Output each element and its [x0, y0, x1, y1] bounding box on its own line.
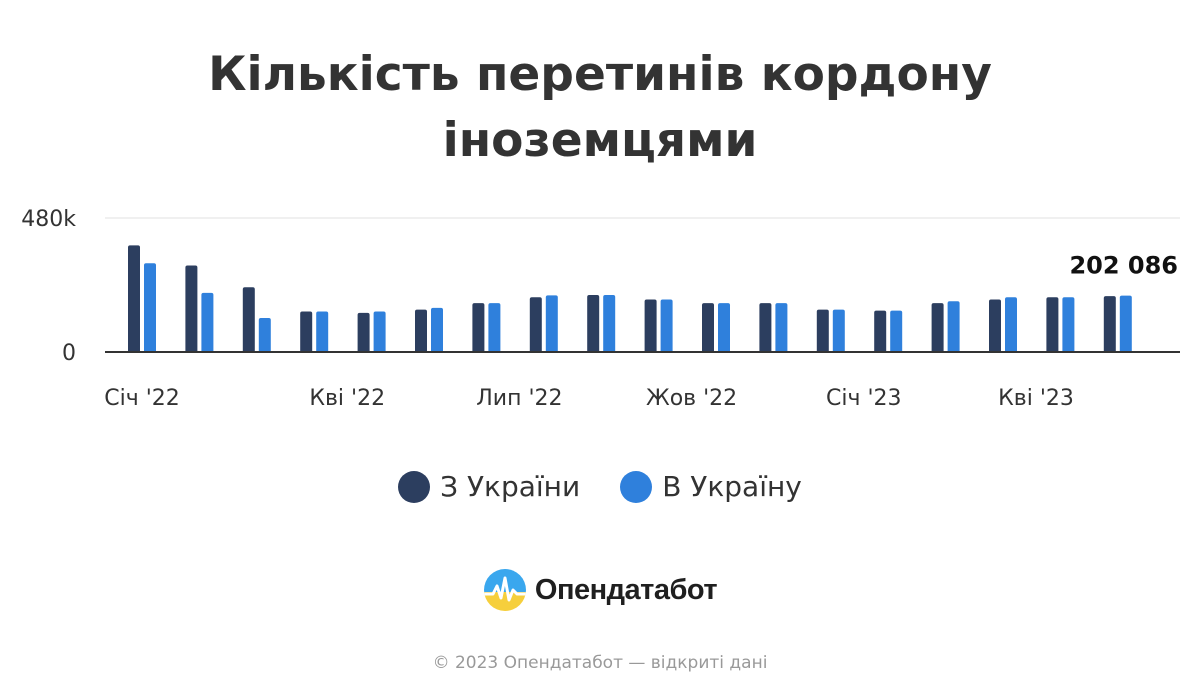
bar-to-ukraine — [890, 310, 903, 352]
data-label: 202 086 — [1069, 252, 1178, 280]
bar-from-ukraine — [185, 265, 198, 352]
legend-label-from-ukraine: З України — [440, 470, 581, 503]
bar-to-ukraine — [144, 263, 156, 352]
bar-from-ukraine — [874, 310, 887, 352]
bar-to-ukraine — [201, 292, 214, 352]
bar-from-ukraine — [242, 287, 255, 352]
bar-to-ukraine — [373, 311, 386, 352]
x-tick-label: Січ '22 — [104, 386, 180, 411]
x-tick-label: Січ '23 — [826, 386, 902, 411]
bar-to-ukraine — [775, 303, 788, 352]
x-tick-label: Лип '22 — [476, 386, 562, 411]
bar-from-ukraine — [759, 303, 772, 352]
opendatabot-logo-icon — [483, 569, 526, 611]
bar-from-ukraine — [415, 309, 427, 352]
bar-to-ukraine — [431, 307, 443, 352]
x-tick-label: Кві '23 — [998, 386, 1074, 411]
bar-from-ukraine — [128, 245, 140, 352]
x-tick-label: Жов '22 — [646, 386, 737, 411]
legend-swatch-to-ukraine — [620, 470, 653, 503]
bar-to-ukraine — [832, 309, 845, 352]
bar-to-ukraine — [603, 295, 616, 352]
bar-to-ukraine — [1005, 297, 1017, 352]
bar-from-ukraine — [989, 299, 1001, 352]
bar-chart: 0 480k Січ '22 Кві '22 Лип '22 Жов '22 Січ '23… — [21, 207, 1180, 411]
bar-to-ukraine — [947, 301, 960, 352]
bar-to-ukraine — [316, 311, 329, 352]
bar-to-ukraine — [1062, 297, 1075, 352]
bar-to-ukraine — [1119, 295, 1132, 352]
legend: З України В Україну — [0, 470, 1200, 503]
legend-item-to-ukraine[interactable]: В Україну — [620, 470, 802, 503]
bar-from-ukraine — [472, 303, 485, 352]
chart-title-line-1: Кількість перетинів кордону — [208, 47, 992, 102]
bar-from-ukraine — [1046, 297, 1059, 352]
bar-from-ukraine — [816, 309, 829, 352]
bar-to-ukraine — [718, 303, 730, 352]
bar-to-ukraine — [488, 303, 501, 352]
legend-item-from-ukraine[interactable]: З України — [398, 470, 580, 503]
bar-from-ukraine — [702, 303, 714, 352]
y-tick-label: 480k — [21, 207, 76, 232]
bar-from-ukraine — [300, 311, 313, 352]
bar-from-ukraine — [931, 303, 944, 352]
chart-title-line-2: іноземцями — [442, 113, 758, 168]
legend-swatch-from-ukraine — [398, 470, 431, 503]
y-tick-label: 0 — [62, 341, 76, 366]
footer-copyright: © 2023 Опендатабот — відкриті дані — [432, 653, 768, 673]
bar-from-ukraine — [357, 312, 370, 352]
legend-label-to-ukraine: В Україну — [662, 470, 802, 503]
bar-to-ukraine — [545, 295, 558, 352]
chart-title: Кількість перетинів кордону іноземцями — [0, 42, 1200, 174]
bar-from-ukraine — [1103, 296, 1116, 352]
bar-from-ukraine — [644, 299, 657, 352]
brand-logo: Опендатабот — [0, 568, 1200, 612]
bar-to-ukraine — [258, 317, 271, 352]
brand-name: Опендатабот — [534, 573, 718, 606]
x-tick-label: Кві '22 — [309, 386, 385, 411]
bar-from-ukraine — [529, 297, 542, 352]
bar-from-ukraine — [587, 295, 600, 352]
bar-to-ukraine — [660, 299, 673, 352]
